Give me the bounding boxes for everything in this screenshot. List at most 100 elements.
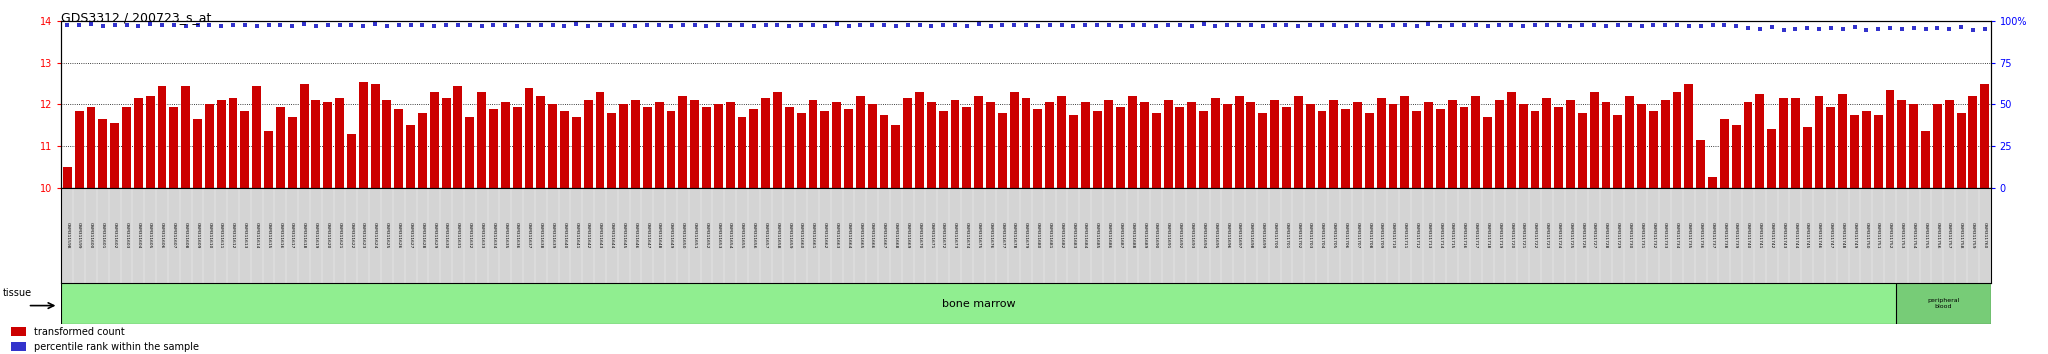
Text: GSM311631: GSM311631	[457, 222, 461, 249]
Text: GSM311662: GSM311662	[823, 222, 827, 249]
Bar	[383, 100, 391, 188]
Text: GSM311741: GSM311741	[1757, 222, 1761, 249]
Bar	[1614, 115, 1622, 188]
Bar	[1673, 92, 1681, 188]
Bar	[111, 123, 119, 188]
Point	[1956, 27, 1989, 32]
Bar	[76, 111, 84, 188]
Point	[1661, 23, 1694, 28]
Point	[1802, 26, 1835, 32]
Point	[1649, 22, 1681, 27]
Bar	[217, 100, 225, 188]
Bar	[1530, 111, 1540, 188]
Point	[631, 22, 664, 27]
Text: GSM311684: GSM311684	[1083, 222, 1087, 249]
Text: GSM311742: GSM311742	[1769, 222, 1774, 249]
Text: GSM311660: GSM311660	[799, 222, 803, 249]
Bar	[193, 119, 203, 188]
Bar	[1720, 119, 1729, 188]
Bar	[264, 131, 272, 188]
Point	[1780, 26, 1812, 32]
Bar	[762, 98, 770, 188]
Text: GSM311739: GSM311739	[1735, 222, 1739, 249]
Bar	[537, 96, 545, 188]
Text: GSM311640: GSM311640	[563, 222, 567, 249]
Point	[809, 23, 842, 29]
Bar	[524, 88, 532, 188]
Bar	[1094, 111, 1102, 188]
Text: GSM311703: GSM311703	[1309, 222, 1313, 249]
Bar	[1354, 102, 1362, 188]
Point	[299, 23, 332, 29]
Text: GSM311609: GSM311609	[195, 222, 199, 249]
Point	[963, 21, 995, 27]
Text: GSM311643: GSM311643	[598, 222, 602, 249]
Text: GSM311601: GSM311601	[100, 222, 104, 249]
Text: GSM311655: GSM311655	[739, 222, 743, 249]
Text: GSM311734: GSM311734	[1675, 222, 1679, 249]
Bar	[1307, 104, 1315, 188]
Point	[985, 23, 1018, 28]
Bar	[123, 107, 131, 188]
Text: GSM311650: GSM311650	[680, 222, 684, 249]
Text: GSM311699: GSM311699	[1262, 222, 1266, 249]
Bar	[477, 92, 485, 188]
Text: GSM311677: GSM311677	[999, 222, 1004, 249]
Point	[655, 23, 688, 29]
Bar	[571, 117, 582, 188]
Text: GSM311702: GSM311702	[1296, 222, 1300, 249]
Bar	[1044, 102, 1055, 188]
Bar	[1022, 98, 1030, 188]
Bar	[1483, 117, 1493, 188]
Point	[596, 22, 629, 27]
Bar	[985, 102, 995, 188]
Point	[193, 23, 225, 28]
Bar	[1683, 84, 1694, 188]
Bar	[98, 119, 106, 188]
Point	[170, 23, 203, 29]
Point	[252, 22, 285, 27]
Bar	[276, 107, 285, 188]
Bar	[903, 98, 911, 188]
Point	[856, 22, 889, 27]
Point	[240, 23, 272, 29]
Text: GSM311705: GSM311705	[1331, 222, 1335, 249]
Bar	[1874, 115, 1882, 188]
Point	[287, 21, 319, 27]
Text: GSM311708: GSM311708	[1368, 222, 1372, 249]
Text: percentile rank within the sample: percentile rank within the sample	[35, 342, 199, 352]
Text: GSM311697: GSM311697	[1237, 222, 1241, 249]
Point	[123, 23, 156, 29]
Bar	[1507, 92, 1516, 188]
Point	[336, 23, 369, 28]
Text: GSM311615: GSM311615	[266, 222, 270, 249]
Bar	[1176, 107, 1184, 188]
Point	[133, 21, 166, 27]
Point	[465, 23, 498, 29]
Bar	[1755, 94, 1763, 188]
Point	[1483, 22, 1516, 27]
Point	[1022, 23, 1055, 29]
Bar	[1200, 111, 1208, 188]
Bar	[1081, 102, 1090, 188]
Point	[1886, 26, 1919, 32]
Bar	[395, 109, 403, 188]
Text: GSM311722: GSM311722	[1534, 222, 1536, 249]
Bar	[1389, 104, 1397, 188]
Text: GSM311663: GSM311663	[836, 222, 840, 249]
Bar	[950, 100, 958, 188]
Point	[324, 22, 356, 27]
Point	[737, 23, 770, 29]
Text: GSM311675: GSM311675	[977, 222, 981, 249]
Text: GSM311681: GSM311681	[1049, 222, 1053, 249]
Text: GSM311682: GSM311682	[1059, 222, 1063, 249]
Point	[383, 23, 416, 28]
Text: GSM311626: GSM311626	[397, 222, 401, 249]
Text: GSM311755: GSM311755	[1923, 222, 1927, 249]
Text: GSM311717: GSM311717	[1475, 222, 1479, 249]
Point	[584, 23, 616, 28]
Text: GSM311598: GSM311598	[66, 222, 70, 249]
Point	[784, 22, 817, 27]
Text: GSM311752: GSM311752	[1888, 222, 1892, 249]
Point	[938, 23, 971, 28]
